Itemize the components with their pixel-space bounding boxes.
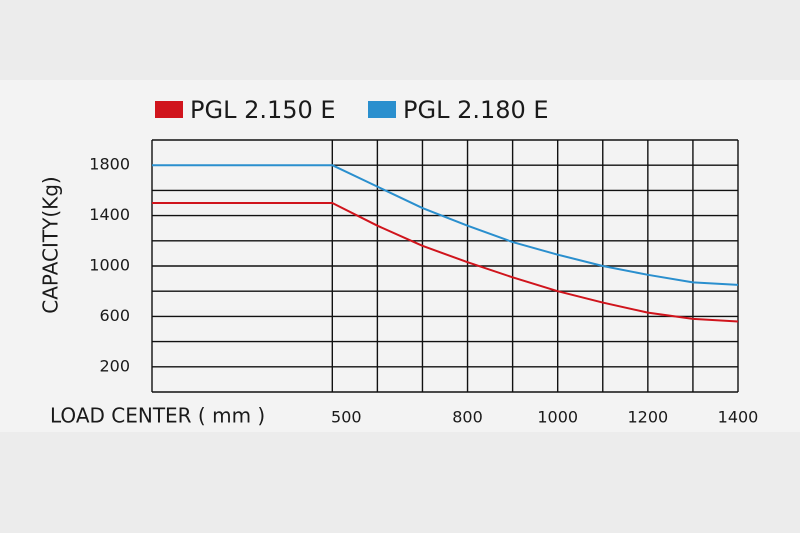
y-tick-label: 200 [99,356,130,375]
x-tick-label: 500 [331,408,362,427]
x-tick-label: 1000 [537,408,578,427]
x-tick-label: 1200 [627,408,668,427]
legend-swatch [155,101,183,118]
x-tick-label: 800 [452,408,483,427]
y-tick-label: 600 [99,306,130,325]
y-tick-label: 1000 [89,256,130,275]
legend-label: PGL 2.180 E [403,96,549,124]
y-tick-label: 1400 [89,205,130,224]
x-axis-label: LOAD CENTER ( mm ) [50,404,265,428]
series-line [152,202,739,323]
y-axis-label: CAPACITY(Kg) [39,176,63,313]
series-line [152,164,739,286]
chart-band [0,80,800,432]
x-tick-label: 1400 [718,408,759,427]
legend-swatch [368,101,396,118]
y-tick-label: 1800 [89,155,130,174]
legend-label: PGL 2.150 E [190,96,336,124]
